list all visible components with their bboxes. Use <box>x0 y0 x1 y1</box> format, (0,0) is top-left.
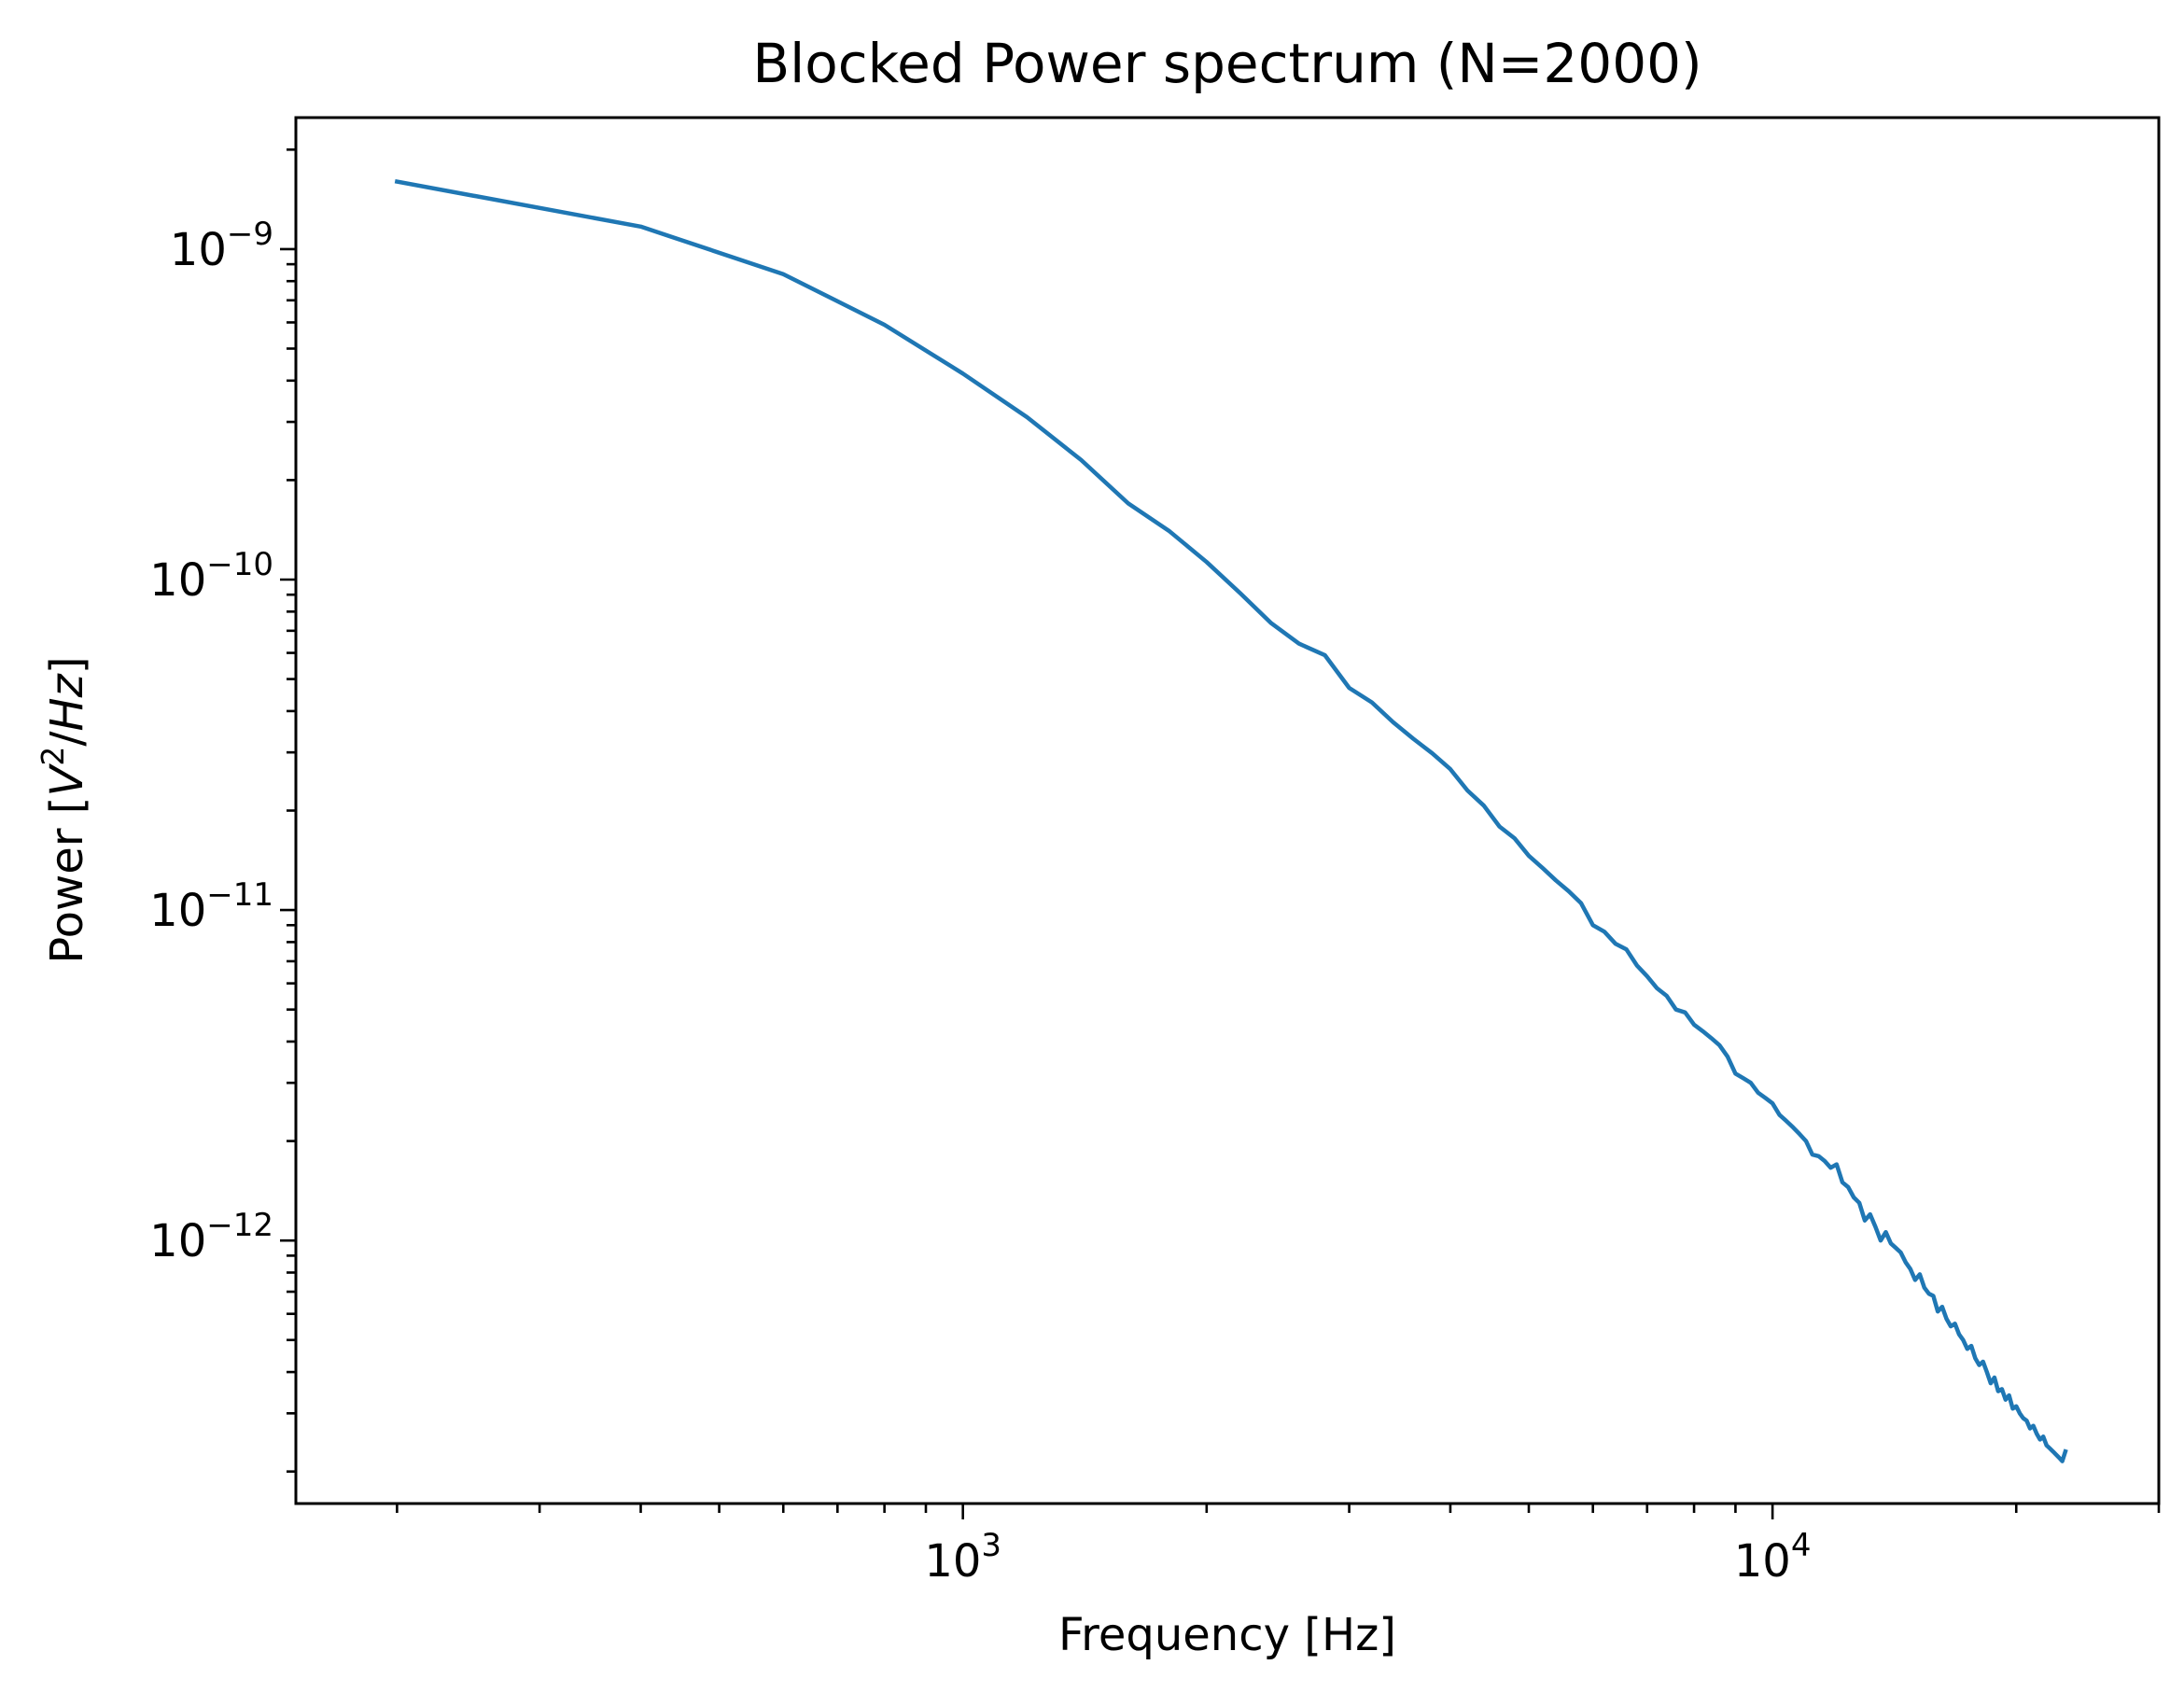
y-axis-label-var: V <box>41 763 93 796</box>
y-tick-label-base: 10 <box>170 224 227 276</box>
y-tick-label: 10−11 <box>149 876 273 937</box>
y-tick-label-exp: −12 <box>206 1207 273 1244</box>
y-axis-label-unit: Hz <box>41 672 93 731</box>
y-axis-label-sup: 2 <box>35 747 71 766</box>
series-line <box>394 178 2068 1463</box>
y-axis-label-sep: / <box>41 731 93 747</box>
y-axis-label-suffix: ] <box>41 656 93 674</box>
y-axis-label-prefix: Power [ <box>41 796 93 963</box>
x-tick-label-base: 10 <box>924 1535 981 1588</box>
x-tick-label: 103 <box>924 1527 1001 1588</box>
x-axis-label: Frequency [Hz] <box>1058 1609 1396 1661</box>
x-major-ticks: 103 104 <box>924 1504 1811 1588</box>
chart-title: Blocked Power spectrum (N=2000) <box>752 32 1701 95</box>
y-tick-label: 10−12 <box>149 1207 273 1267</box>
y-tick-label-base: 10 <box>149 554 206 607</box>
x-tick-label-exp: 3 <box>981 1527 1001 1564</box>
y-tick-label-base: 10 <box>149 885 206 937</box>
x-tick-label-exp: 4 <box>1791 1527 1812 1564</box>
y-tick-label-exp: −9 <box>227 216 273 253</box>
y-tick-label: 10−10 <box>149 546 273 607</box>
y-axis-label: Power [V2/Hz] <box>35 656 93 963</box>
y-tick-label-exp: −11 <box>206 876 273 914</box>
x-minor-ticks <box>396 1504 2161 1513</box>
x-tick-label: 104 <box>1734 1527 1812 1588</box>
plot-frame <box>294 116 2161 1505</box>
y-minor-ticks <box>287 148 296 1473</box>
x-tick-label-base: 10 <box>1734 1535 1791 1588</box>
y-tick-label-exp: −10 <box>206 546 273 583</box>
y-tick-label: 10−9 <box>170 216 273 276</box>
y-tick-label-base: 10 <box>149 1215 206 1267</box>
